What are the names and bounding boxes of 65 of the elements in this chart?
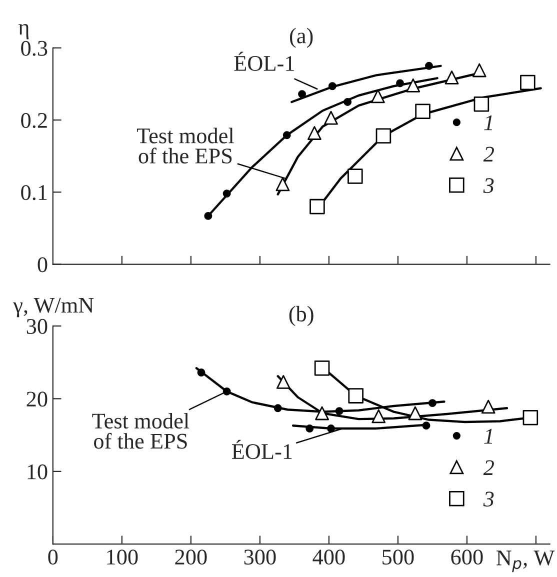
point [372, 409, 386, 424]
y-tick-label: 20 [26, 392, 48, 407]
y-tick-label: 10 [28, 464, 48, 480]
point [222, 190, 231, 198]
x-tick-label: 300 [244, 550, 276, 565]
point [274, 404, 282, 412]
point [406, 78, 420, 92]
y-tick-label: 0 [38, 257, 48, 272]
annotation: ÉOL-1 [232, 440, 292, 460]
point [474, 96, 490, 112]
y-tick-label: 0.2 [21, 112, 47, 128]
annotation: Test model of the EPS [136, 128, 234, 164]
point [415, 104, 430, 119]
annotation: Test model of the EPS [92, 412, 190, 449]
point [348, 388, 364, 404]
x-axis-title: N$_{p}$, W [496, 550, 555, 572]
legend-label: 3 [483, 492, 494, 507]
point [204, 212, 212, 220]
legend-label: 2 [483, 460, 494, 475]
point [396, 79, 404, 88]
point [324, 110, 338, 125]
legend-label: 1 [484, 115, 492, 130]
point [348, 168, 363, 184]
point [370, 89, 385, 104]
x-tick-label: 200 [175, 550, 207, 565]
point [422, 422, 430, 430]
point [310, 198, 325, 214]
x-tick-label: 400 [312, 550, 345, 565]
x-tick-label: 500 [382, 550, 414, 565]
legend-label: 3 [483, 178, 494, 194]
point [520, 74, 536, 90]
point [408, 406, 422, 420]
point [306, 424, 314, 433]
point [298, 90, 306, 98]
point [335, 407, 344, 416]
point [327, 424, 335, 433]
chart-title: (a) [290, 28, 313, 48]
point [444, 70, 459, 84]
y-axis-title: η [18, 24, 29, 40]
point [522, 410, 538, 426]
y-tick-label: 0.1 [21, 185, 47, 200]
x-tick-label: 100 [107, 550, 138, 565]
y-tick-label: 0.3 [21, 40, 48, 56]
point [197, 368, 206, 377]
point [425, 62, 433, 70]
legend-label: 1 [484, 428, 492, 444]
point [376, 128, 392, 144]
point [428, 399, 436, 408]
point [344, 98, 352, 106]
point [472, 63, 486, 78]
legend-label: 2 [483, 146, 494, 162]
point [276, 177, 290, 192]
chart-title: (b) [289, 306, 314, 326]
point [308, 126, 322, 140]
x-tick-label: 0 [48, 550, 58, 565]
point [328, 82, 336, 90]
point [481, 400, 496, 414]
point [315, 406, 329, 420]
point [276, 375, 290, 389]
y-tick-label: 30 [26, 318, 48, 334]
point [314, 360, 330, 376]
x-tick-label: 600 [451, 550, 483, 565]
annotation: ÉOL-1 [234, 52, 294, 71]
y-axis-title: γ, W/mN [13, 298, 94, 318]
point [282, 131, 291, 140]
